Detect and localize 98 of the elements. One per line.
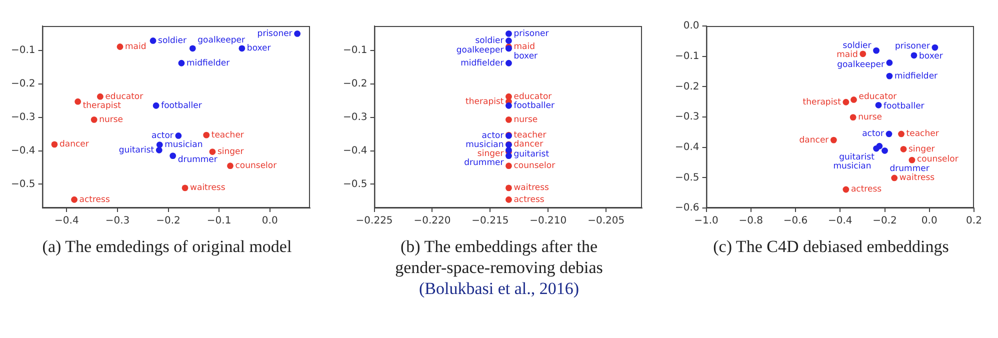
data-label: dancer: [59, 140, 90, 150]
y-tick-label: −0.4: [10, 145, 36, 156]
data-label: drummer: [890, 164, 930, 174]
data-label: soldier: [842, 40, 872, 51]
y-tick-label: −0.1: [342, 45, 368, 56]
y-tick-label: −0.1: [10, 45, 36, 56]
x-tick-label: 0.2: [966, 216, 982, 227]
data-label: actress: [514, 194, 545, 205]
data-label: musician: [466, 140, 504, 150]
data-label: teacher: [211, 130, 244, 140]
x-tick-label: −0.2: [156, 216, 180, 227]
data-label: guitarist: [839, 152, 876, 162]
x-tick-label: −0.210: [530, 216, 567, 227]
data-label: dancer: [799, 135, 830, 146]
x-tick-label: −0.2: [872, 216, 897, 227]
text: (a) The emdedings of original model: [42, 236, 292, 257]
x-tick-label: −1.0: [694, 216, 718, 227]
data-label: boxer: [918, 52, 944, 62]
data-label: boxer: [514, 52, 538, 62]
y-tick-label: −0.6: [674, 202, 700, 214]
data-label: waitress: [899, 173, 936, 184]
text: (Bolukbasi et al., 2016): [418, 278, 580, 299]
data-label: educator: [858, 92, 898, 102]
x-tick-label: −0.4: [54, 216, 79, 227]
x-tick-label: −0.4: [828, 216, 852, 227]
data-label: prisoner: [257, 28, 293, 39]
data-label: footballer: [161, 100, 202, 111]
data-label: nurse: [99, 114, 124, 125]
data-label: maid: [836, 50, 858, 60]
data-label: singer: [217, 146, 244, 157]
x-tick-label: 0.0: [921, 216, 938, 227]
data-label: musician: [164, 140, 203, 150]
data-label: goalkeeper: [456, 46, 504, 56]
data-label: maid: [514, 42, 535, 52]
data-label: goalkeeper: [837, 60, 885, 70]
x-tick-label: −0.8: [738, 216, 764, 227]
y-tick-label: −0.4: [674, 142, 700, 153]
data-label: footballer: [884, 101, 925, 112]
data-label: counselor: [514, 161, 556, 172]
data-label: soldier: [475, 36, 504, 46]
data-label: counselor: [916, 154, 959, 164]
data-label: drummer: [178, 155, 218, 166]
data-label: nurse: [514, 114, 538, 125]
y-tick-label: −0.3: [10, 112, 36, 123]
data-label: soldier: [158, 36, 188, 46]
data-label: waitress: [514, 183, 550, 194]
data-label: actor: [482, 130, 504, 141]
data-label: guitarist: [118, 145, 155, 156]
x-tick-label: −0.6: [783, 216, 808, 227]
x-tick-label: −0.1: [206, 216, 232, 227]
data-label: maid: [125, 42, 146, 52]
y-tick-label: −0.4: [342, 145, 368, 156]
data-label: drummer: [464, 158, 504, 168]
y-tick-label: 0.0: [683, 20, 700, 32]
x-tick-label: −0.3: [105, 216, 130, 227]
text: (c) The C4D debiased embeddings: [712, 236, 950, 257]
data-label: actress: [850, 184, 882, 195]
y-tick-label: −0.5: [342, 178, 368, 190]
data-label: prisoner: [514, 28, 550, 39]
data-label: singer: [477, 148, 504, 159]
y-tick-label: −0.2: [342, 78, 368, 90]
data-label: educator: [105, 92, 144, 102]
data-label: midfielder: [186, 58, 230, 68]
y-tick-label: −0.5: [674, 172, 700, 184]
data-label: waitress: [190, 183, 226, 194]
data-label: singer: [908, 144, 936, 154]
data-label: actor: [152, 130, 174, 141]
data-label: therapist: [82, 100, 122, 111]
data-label: educator: [514, 92, 552, 102]
y-tick-label: −0.2: [674, 81, 700, 92]
y-tick-label: −0.2: [10, 78, 36, 90]
data-label: nurse: [858, 112, 882, 123]
x-tick-label: −0.205: [588, 216, 625, 227]
text: (b) The embeddings after the gender-space-removing debias: [394, 236, 604, 278]
data-label: goalkeeper: [198, 36, 246, 46]
data-label: teacher: [906, 129, 940, 140]
y-tick-label: −0.3: [674, 112, 700, 123]
data-label: musician: [833, 162, 872, 172]
y-tick-label: −0.1: [674, 50, 700, 62]
data-label: actress: [79, 194, 110, 205]
data-label: actor: [862, 129, 885, 140]
data-label: guitarist: [514, 149, 550, 160]
data-label: dancer: [514, 140, 544, 150]
y-tick-label: −0.5: [10, 178, 36, 190]
data-label: therapist: [802, 97, 842, 108]
data-label: counselor: [235, 161, 278, 172]
data-label: midfielder: [894, 71, 938, 82]
x-tick-label: −0.215: [472, 216, 509, 227]
x-tick-label: −0.225: [356, 216, 393, 227]
data-label: footballer: [514, 100, 556, 111]
data-label: teacher: [514, 130, 547, 140]
data-label: prisoner: [894, 42, 930, 52]
data-label: midfielder: [460, 58, 504, 68]
x-tick-label: 0.0: [262, 216, 278, 227]
data-label: therapist: [466, 96, 504, 107]
y-tick-label: −0.3: [342, 112, 368, 123]
x-tick-label: −0.220: [414, 216, 451, 227]
data-label: boxer: [246, 44, 272, 54]
